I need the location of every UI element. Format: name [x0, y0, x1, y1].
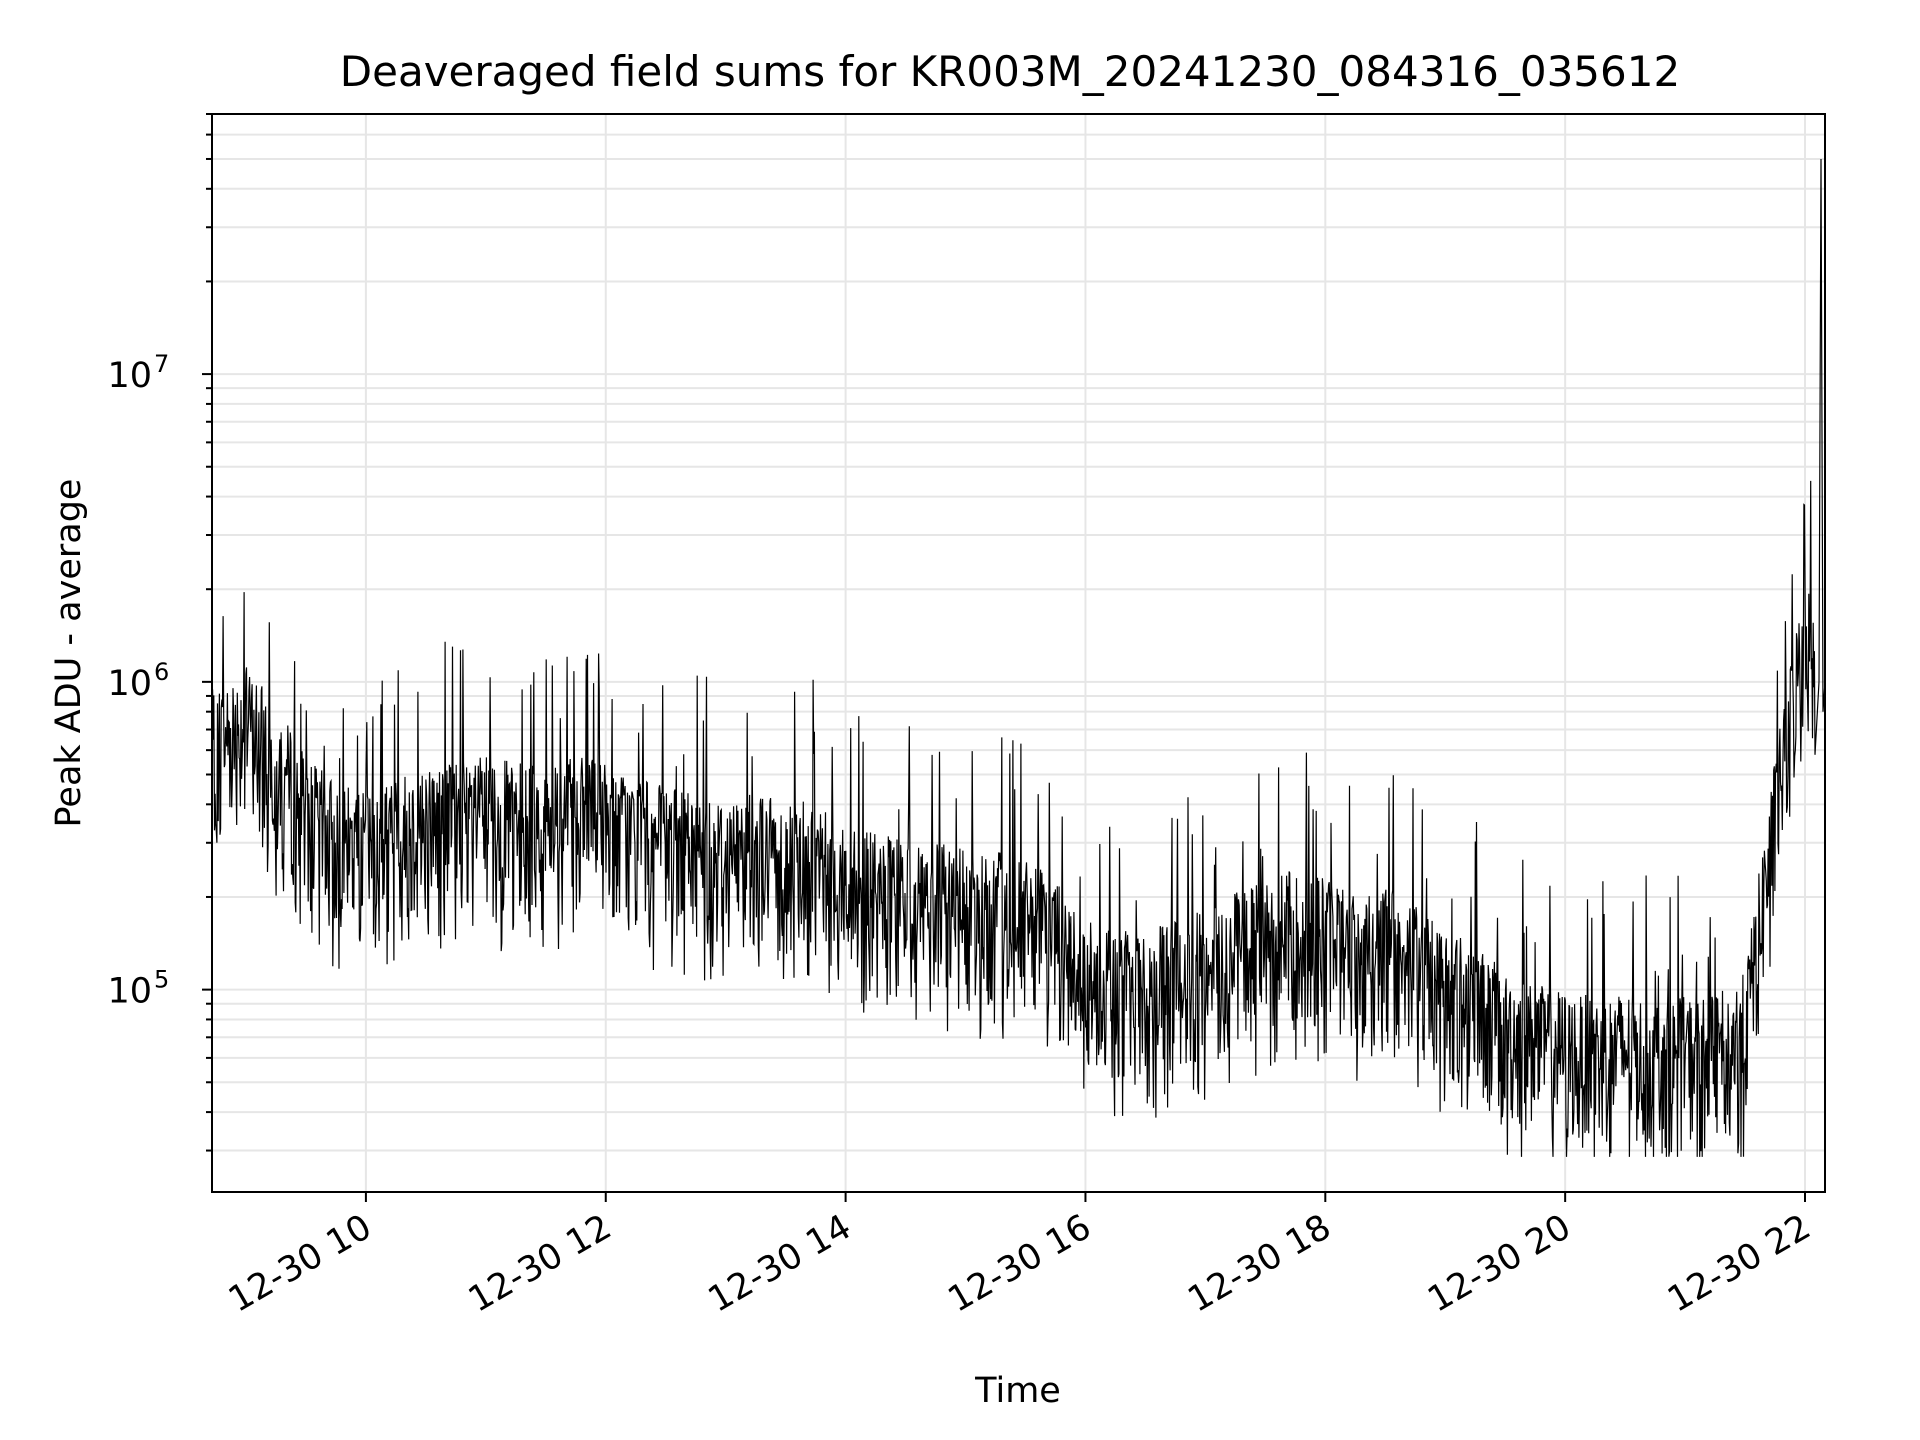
grid — [212, 113, 1825, 1192]
y-tick-label: 10 — [107, 972, 152, 1012]
y-tick-label-exponent: 5 — [154, 966, 169, 994]
x-tick-label: 12-30 10 — [222, 1207, 378, 1320]
y-tick-label-exponent: 6 — [154, 658, 169, 686]
y-tick-label: 10 — [107, 356, 152, 396]
x-tick-label: 12-30 14 — [702, 1207, 858, 1320]
x-axis-label: Time — [974, 1371, 1061, 1411]
x-axis: 12-30 10 12-30 12 12-30 14 12-30 16 12-30 18… — [222, 1192, 1818, 1320]
chart-title: Deaveraged field sums for KR003M_2024123… — [340, 47, 1680, 96]
y-tick-label: 10 — [107, 664, 152, 704]
x-tick-label: 12-30 18 — [1182, 1207, 1338, 1320]
plot-frame — [211, 113, 1826, 1193]
x-tick-label: 12-30 22 — [1661, 1207, 1817, 1320]
x-tick-label: 12-30 16 — [942, 1207, 1098, 1320]
series-line — [211, 158, 1826, 1157]
series-layer — [211, 158, 1826, 1157]
x-tick-label: 12-30 20 — [1421, 1207, 1577, 1320]
x-tick-label: 12-30 12 — [462, 1207, 618, 1320]
y-tick-label-exponent: 7 — [154, 350, 169, 378]
y-axis-label: Peak ADU - average — [49, 479, 89, 828]
